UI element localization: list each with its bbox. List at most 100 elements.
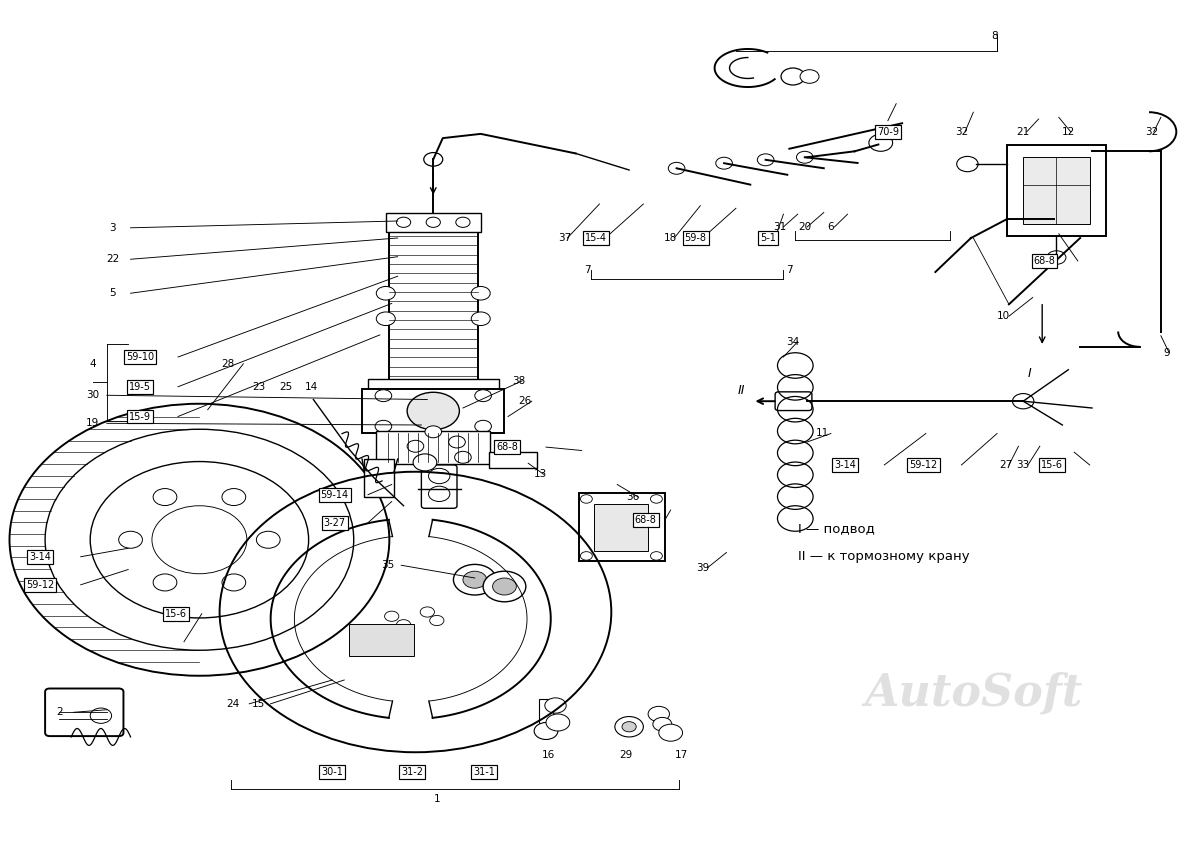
Text: 15-4: 15-4 [585, 233, 607, 243]
Text: 31: 31 [773, 222, 787, 232]
Text: 17: 17 [674, 750, 688, 760]
Circle shape [650, 552, 662, 560]
FancyBboxPatch shape [421, 465, 457, 508]
Circle shape [396, 218, 411, 228]
Text: 59-12: 59-12 [26, 580, 55, 590]
Circle shape [648, 706, 669, 722]
Circle shape [796, 151, 813, 163]
Text: 23: 23 [252, 382, 266, 392]
Text: 1: 1 [433, 794, 440, 804]
Text: 8: 8 [991, 31, 998, 41]
Text: 22: 22 [106, 254, 120, 264]
FancyBboxPatch shape [386, 213, 481, 232]
Text: 26: 26 [518, 396, 532, 406]
Text: 34: 34 [786, 337, 800, 347]
Text: 19: 19 [85, 418, 100, 428]
FancyBboxPatch shape [489, 452, 537, 468]
Text: 15-6: 15-6 [165, 609, 186, 619]
Text: 30: 30 [85, 390, 100, 400]
Text: 59-14: 59-14 [320, 490, 349, 500]
FancyBboxPatch shape [539, 699, 553, 731]
Circle shape [471, 312, 490, 326]
FancyBboxPatch shape [376, 432, 490, 464]
Text: II — к тормозному крану: II — к тормозному крану [798, 550, 970, 564]
FancyBboxPatch shape [594, 504, 648, 551]
Circle shape [453, 564, 496, 595]
Text: 13: 13 [533, 469, 547, 479]
Circle shape [375, 421, 392, 432]
FancyBboxPatch shape [349, 624, 414, 656]
Text: 10: 10 [996, 311, 1010, 321]
FancyBboxPatch shape [364, 459, 394, 497]
Circle shape [375, 390, 392, 402]
Text: 32: 32 [1144, 127, 1159, 137]
Text: 59-12: 59-12 [909, 460, 938, 470]
Circle shape [471, 286, 490, 300]
FancyBboxPatch shape [45, 688, 123, 736]
Circle shape [256, 531, 280, 548]
Text: 3-27: 3-27 [324, 518, 345, 528]
FancyBboxPatch shape [1023, 157, 1090, 224]
Text: 4: 4 [89, 359, 96, 369]
Text: 14: 14 [304, 382, 318, 392]
Circle shape [456, 218, 470, 228]
Text: 27: 27 [998, 460, 1013, 470]
Text: 2: 2 [56, 707, 63, 717]
Text: 19-5: 19-5 [129, 382, 151, 392]
Circle shape [650, 495, 662, 503]
Text: II: II [738, 384, 745, 398]
Circle shape [463, 571, 487, 588]
Circle shape [534, 722, 558, 740]
Text: 29: 29 [618, 750, 633, 760]
Circle shape [546, 714, 570, 731]
Text: 12: 12 [1061, 127, 1075, 137]
Text: 3: 3 [109, 223, 116, 233]
Text: 9: 9 [1163, 348, 1170, 358]
Circle shape [425, 426, 442, 438]
Text: 36: 36 [626, 492, 640, 502]
FancyBboxPatch shape [1007, 144, 1106, 236]
Text: 31-1: 31-1 [474, 767, 495, 777]
Text: I — подвод: I — подвод [798, 522, 875, 536]
Circle shape [957, 156, 978, 172]
Circle shape [119, 531, 142, 548]
Circle shape [413, 454, 437, 471]
Text: 3-14: 3-14 [30, 552, 51, 562]
Text: AutoSoft: AutoSoft [864, 672, 1083, 714]
Circle shape [668, 162, 685, 174]
Circle shape [153, 489, 177, 506]
Text: 25: 25 [279, 382, 293, 392]
Circle shape [475, 421, 491, 432]
Circle shape [580, 495, 592, 503]
Text: 15-9: 15-9 [129, 411, 151, 422]
Circle shape [376, 286, 395, 300]
Text: 18: 18 [664, 233, 678, 243]
Text: 68-8: 68-8 [635, 515, 656, 525]
Text: 16: 16 [541, 750, 556, 760]
Text: 68-8: 68-8 [1034, 256, 1055, 266]
Circle shape [429, 468, 450, 484]
Circle shape [781, 68, 805, 85]
Circle shape [615, 717, 643, 737]
Circle shape [449, 436, 465, 448]
Text: 24: 24 [226, 699, 240, 709]
Circle shape [800, 70, 819, 83]
Text: 7: 7 [584, 265, 591, 275]
Circle shape [580, 552, 592, 560]
Circle shape [90, 708, 112, 723]
Text: 30-1: 30-1 [322, 767, 343, 777]
Text: 21: 21 [1016, 127, 1030, 137]
Text: 70-9: 70-9 [877, 127, 899, 137]
Text: 33: 33 [1016, 460, 1030, 470]
Circle shape [426, 218, 440, 228]
Circle shape [153, 574, 177, 591]
Text: 5: 5 [109, 288, 116, 298]
Circle shape [869, 134, 893, 151]
FancyBboxPatch shape [579, 493, 665, 561]
Text: 38: 38 [512, 376, 526, 386]
Text: 59-8: 59-8 [685, 233, 706, 243]
FancyBboxPatch shape [368, 379, 499, 391]
Text: 15-6: 15-6 [1041, 460, 1062, 470]
Text: 39: 39 [696, 563, 710, 573]
Text: 20: 20 [798, 222, 812, 232]
